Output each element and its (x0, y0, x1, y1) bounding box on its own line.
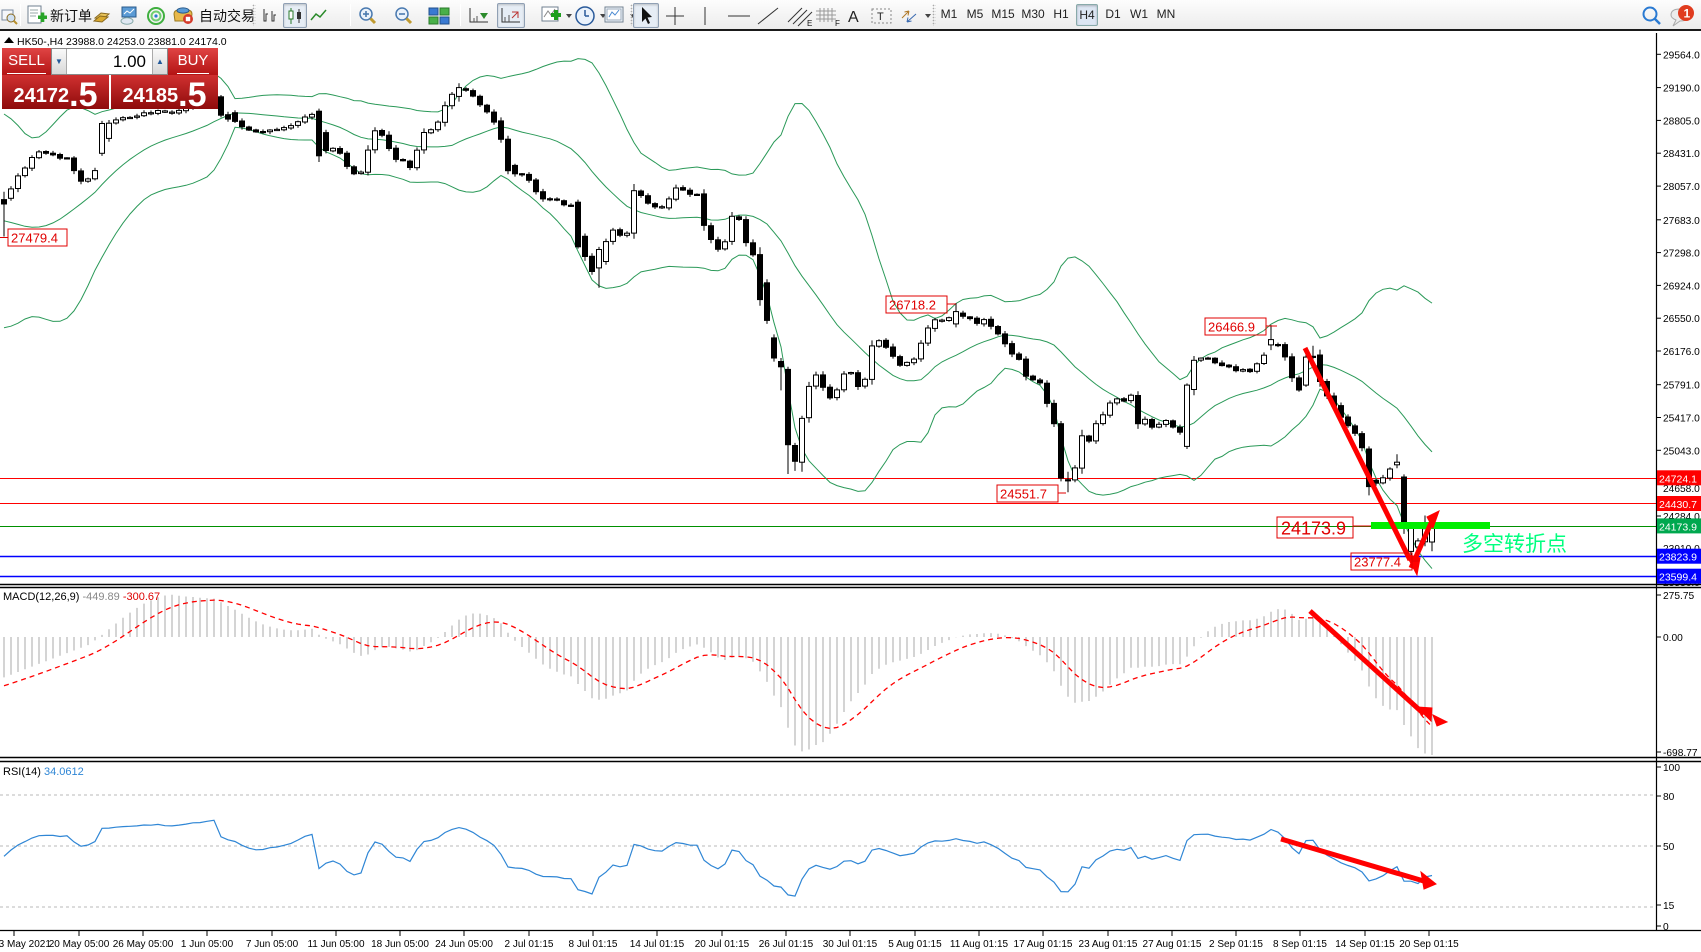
svg-text:24724.1: 24724.1 (1659, 473, 1697, 485)
svg-text:24284.0: 24284.0 (1663, 512, 1700, 523)
svg-text:20 Sep 01:15: 20 Sep 01:15 (1399, 939, 1459, 950)
svg-text:28431.0: 28431.0 (1663, 149, 1700, 160)
svg-text:MACD(12,26,9) -449.89 -300.67: MACD(12,26,9) -449.89 -300.67 (3, 591, 160, 603)
svg-text:14 Jul 01:15: 14 Jul 01:15 (630, 939, 685, 950)
svg-text:13 May 2021: 13 May 2021 (0, 939, 51, 950)
svg-text:27298.0: 27298.0 (1663, 249, 1700, 260)
svg-text:24173.9: 24173.9 (1659, 521, 1697, 533)
svg-text:29564.0: 29564.0 (1663, 50, 1700, 61)
svg-text:24173.9: 24173.9 (1281, 519, 1346, 539)
svg-text:8 Sep 01:15: 8 Sep 01:15 (1273, 939, 1327, 950)
svg-text:2 Sep 01:15: 2 Sep 01:15 (1209, 939, 1263, 950)
svg-text:18 Jun 05:00: 18 Jun 05:00 (371, 939, 429, 950)
svg-text:25791.0: 25791.0 (1663, 381, 1700, 392)
svg-text:E: E (807, 19, 812, 27)
svg-text:24658.0: 24658.0 (1663, 484, 1700, 495)
svg-text:50: 50 (1663, 842, 1675, 853)
svg-text:28057.0: 28057.0 (1663, 182, 1700, 193)
svg-text:24430.7: 24430.7 (1659, 499, 1697, 511)
svg-text:14 Sep 01:15: 14 Sep 01:15 (1335, 939, 1395, 950)
svg-text:1: 1 (1684, 6, 1691, 20)
svg-text:29190.0: 29190.0 (1663, 84, 1700, 95)
svg-text:20 May 05:00: 20 May 05:00 (49, 939, 110, 950)
svg-text:24 Jun 05:00: 24 Jun 05:00 (435, 939, 493, 950)
svg-text:275.75: 275.75 (1663, 591, 1694, 602)
svg-text:100: 100 (1663, 763, 1680, 774)
svg-text:26466.9: 26466.9 (1208, 320, 1255, 335)
svg-text:A: A (848, 9, 859, 26)
svg-text:多空转折点: 多空转折点 (1462, 533, 1567, 556)
svg-text:26924.0: 26924.0 (1663, 281, 1700, 292)
svg-text:11 Aug 01:15: 11 Aug 01:15 (950, 939, 1009, 950)
svg-text:T: T (877, 11, 884, 23)
svg-text:23823.9: 23823.9 (1659, 552, 1697, 564)
svg-text:1 Jun 05:00: 1 Jun 05:00 (181, 939, 234, 950)
svg-text:20 Jul 01:15: 20 Jul 01:15 (695, 939, 750, 950)
svg-text:8 Jul 01:15: 8 Jul 01:15 (569, 939, 618, 950)
svg-text:23 Aug 01:15: 23 Aug 01:15 (1079, 939, 1138, 950)
svg-text:15: 15 (1663, 901, 1675, 912)
svg-text:27479.4: 27479.4 (11, 231, 58, 246)
svg-text:26 May 05:00: 26 May 05:00 (113, 939, 174, 950)
svg-text:17 Aug 01:15: 17 Aug 01:15 (1014, 939, 1073, 950)
svg-text:27683.0: 27683.0 (1663, 216, 1700, 227)
svg-text:23777.4: 23777.4 (1354, 555, 1401, 570)
svg-text:11 Jun 05:00: 11 Jun 05:00 (307, 939, 365, 950)
svg-text:26 Jul 01:15: 26 Jul 01:15 (759, 939, 814, 950)
svg-text:26176.0: 26176.0 (1663, 347, 1700, 358)
svg-text:80: 80 (1663, 792, 1675, 803)
svg-text:26550.0: 26550.0 (1663, 314, 1700, 325)
svg-text:-698.77: -698.77 (1663, 748, 1698, 759)
svg-text:25417.0: 25417.0 (1663, 414, 1700, 425)
svg-text:2 Jul 01:15: 2 Jul 01:15 (505, 939, 554, 950)
svg-text:24551.7: 24551.7 (1000, 487, 1047, 502)
svg-text:7 Jun 05:00: 7 Jun 05:00 (246, 939, 299, 950)
svg-text:26718.2: 26718.2 (889, 298, 936, 313)
svg-text:0.00: 0.00 (1663, 633, 1683, 644)
svg-text:28805.0: 28805.0 (1663, 116, 1700, 127)
svg-text:0: 0 (1663, 922, 1669, 933)
svg-text:5 Aug 01:15: 5 Aug 01:15 (888, 939, 942, 950)
svg-text:HK50-,H4 23988.0 24253.0 2388: HK50-,H4 23988.0 24253.0 23881.0 24174.0 (17, 36, 227, 48)
svg-text:23599.4: 23599.4 (1659, 572, 1697, 584)
svg-text:RSI(14) 34.0612: RSI(14) 34.0612 (3, 766, 84, 778)
svg-text:30 Jul 01:15: 30 Jul 01:15 (823, 939, 878, 950)
svg-text:F: F (835, 19, 840, 27)
svg-text:27 Aug 01:15: 27 Aug 01:15 (1143, 939, 1202, 950)
svg-text:25043.0: 25043.0 (1663, 446, 1700, 457)
